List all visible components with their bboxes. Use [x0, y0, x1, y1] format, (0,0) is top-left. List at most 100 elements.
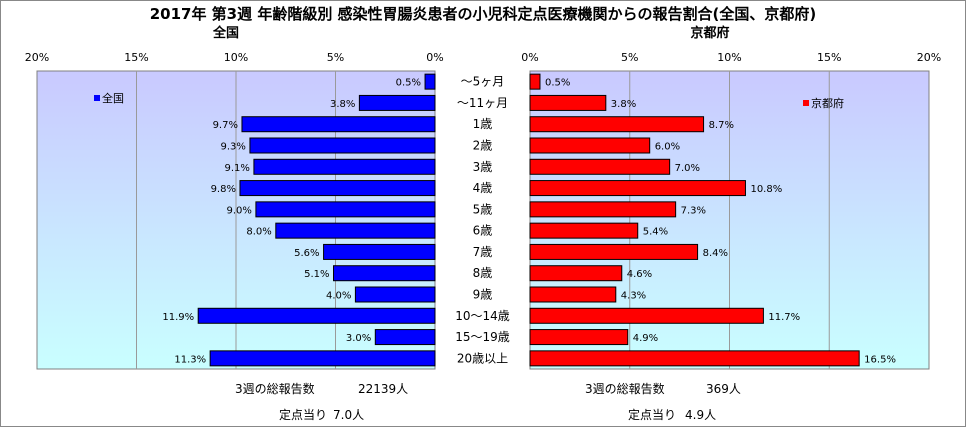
category-label: 6歳: [473, 224, 493, 238]
kyoto-data-label: 4.6%: [627, 269, 652, 280]
national-data-label: 5.6%: [294, 248, 319, 259]
national-total-label: 3週の総報告数: [235, 381, 315, 396]
kyoto-bar: [529, 158, 671, 175]
category-label: 4歳: [473, 181, 493, 195]
category-labels: ～5ヶ月 ～11ヶ月 1歳 2歳 3歳 4歳 5歳 6歳 7歳 8歳 9歳 10～14歳 15～19歳 2…: [455, 75, 510, 366]
kyoto-bar: [529, 243, 699, 260]
national-data-label: 11.9%: [162, 312, 194, 323]
kyoto-tick-labels: 0% 5% 10% 15% 20%: [521, 51, 941, 64]
kyoto-bar: [529, 201, 677, 218]
kyoto-bar: [529, 265, 623, 282]
category-label: 7歳: [473, 245, 493, 259]
category-label: ～5ヶ月: [461, 75, 505, 89]
national-tick-label: 15%: [124, 51, 148, 64]
category-label: ～11ヶ月: [457, 96, 508, 110]
kyoto-total-label: 3週の総報告数: [585, 381, 665, 396]
national-data-label: 3.8%: [330, 99, 355, 110]
kyoto-bar: [529, 307, 764, 324]
national-legend: 全国: [94, 91, 124, 105]
national-data-label: 9.8%: [211, 184, 236, 195]
national-bar: [354, 286, 436, 303]
kyoto-data-label: 7.0%: [675, 163, 700, 174]
national-data-label: 5.1%: [304, 269, 329, 280]
kyoto-panel-title: 京都府: [690, 25, 729, 41]
national-bars: [197, 73, 436, 367]
kyoto-data-label: 7.3%: [681, 205, 706, 216]
national-tick-label: 10%: [224, 51, 248, 64]
kyoto-per-sentinel-value: 4.9人: [685, 408, 716, 422]
national-panel-title: 全国: [212, 25, 239, 41]
chart-title: 2017年 第3週 年齢階級別 感染性胃腸炎患者の小児科定点医療機関からの報告割…: [150, 5, 817, 23]
kyoto-data-label: 8.4%: [703, 248, 728, 259]
national-bar: [197, 307, 436, 324]
kyoto-data-label: 6.0%: [655, 142, 680, 153]
category-label: 9歳: [473, 288, 493, 302]
kyoto-tick-label: 5%: [621, 51, 638, 64]
national-tick-label: 0%: [426, 51, 443, 64]
kyoto-legend: 京都府: [803, 96, 844, 110]
national-bar: [358, 94, 436, 111]
national-legend-swatch: [94, 95, 100, 101]
category-label: 8歳: [473, 266, 493, 280]
national-data-label: 9.3%: [221, 142, 246, 153]
kyoto-bar: [529, 73, 541, 90]
kyoto-tick-label: 0%: [521, 51, 538, 64]
national-bar: [209, 350, 436, 367]
kyoto-bar: [529, 350, 860, 367]
kyoto-bar: [529, 286, 617, 303]
kyoto-data-label: 4.9%: [633, 333, 658, 344]
kyoto-total-value: 369人: [706, 382, 741, 396]
national-data-label: 9.7%: [213, 120, 238, 131]
national-tick-labels: 20% 15% 10% 5% 0%: [25, 51, 444, 64]
kyoto-bar: [529, 94, 607, 111]
national-footer: 3週の総報告数 22139人 定点当り 7.0人: [235, 381, 408, 422]
national-total-value: 22139人: [358, 382, 408, 396]
national-data-label: 4.0%: [326, 291, 351, 302]
kyoto-data-label: 4.3%: [621, 291, 646, 302]
kyoto-data-labels: 0.5% 3.8% 8.7% 6.0% 7.0% 10.8% 7.3% 5.4% 8.4% 4.6…: [545, 78, 896, 366]
kyoto-data-label: 3.8%: [611, 99, 636, 110]
category-label: 3歳: [473, 160, 493, 174]
national-data-label: 3.0%: [346, 333, 371, 344]
national-bar: [275, 222, 436, 239]
kyoto-tick-label: 10%: [717, 51, 741, 64]
national-bar: [241, 116, 436, 133]
kyoto-legend-label: 京都府: [811, 96, 844, 110]
category-label: 1歳: [473, 117, 493, 131]
category-label: 5歳: [473, 202, 493, 216]
kyoto-footer: 3週の総報告数 369人 定点当り 4.9人: [585, 381, 741, 422]
kyoto-data-label: 11.7%: [768, 312, 800, 323]
national-data-label: 0.5%: [396, 78, 421, 89]
category-label: 15～19歳: [455, 330, 510, 344]
national-bar: [239, 180, 436, 197]
kyoto-data-label: 0.5%: [545, 78, 570, 89]
national-bar: [249, 137, 436, 154]
kyoto-bar: [529, 222, 639, 239]
kyoto-bar: [529, 329, 629, 346]
kyoto-legend-swatch: [803, 100, 809, 106]
national-bar: [253, 158, 436, 175]
kyoto-data-label: 16.5%: [864, 354, 896, 365]
national-bar: [333, 265, 436, 282]
national-bar: [374, 329, 436, 346]
national-per-sentinel-value: 7.0人: [333, 408, 364, 422]
category-label: 20歳以上: [457, 351, 508, 365]
kyoto-bar: [529, 116, 705, 133]
national-legend-label: 全国: [102, 91, 124, 105]
category-label: 10～14歳: [455, 309, 510, 323]
kyoto-per-sentinel-label: 定点当り: [628, 407, 676, 422]
kyoto-bar: [529, 180, 746, 197]
national-tick-label: 20%: [25, 51, 49, 64]
national-tick-label: 5%: [327, 51, 344, 64]
national-data-labels: 0.5% 3.8% 9.7% 9.3% 9.1% 9.8% 9.0% 8.0% 5.6% 5.1%…: [162, 78, 421, 366]
kyoto-data-label: 5.4%: [643, 227, 668, 238]
national-data-label: 11.3%: [174, 354, 206, 365]
national-data-label: 9.0%: [226, 205, 251, 216]
national-bar: [255, 201, 436, 218]
kyoto-tick-label: 15%: [817, 51, 841, 64]
kyoto-bars: [529, 73, 860, 367]
national-bar: [424, 73, 436, 90]
